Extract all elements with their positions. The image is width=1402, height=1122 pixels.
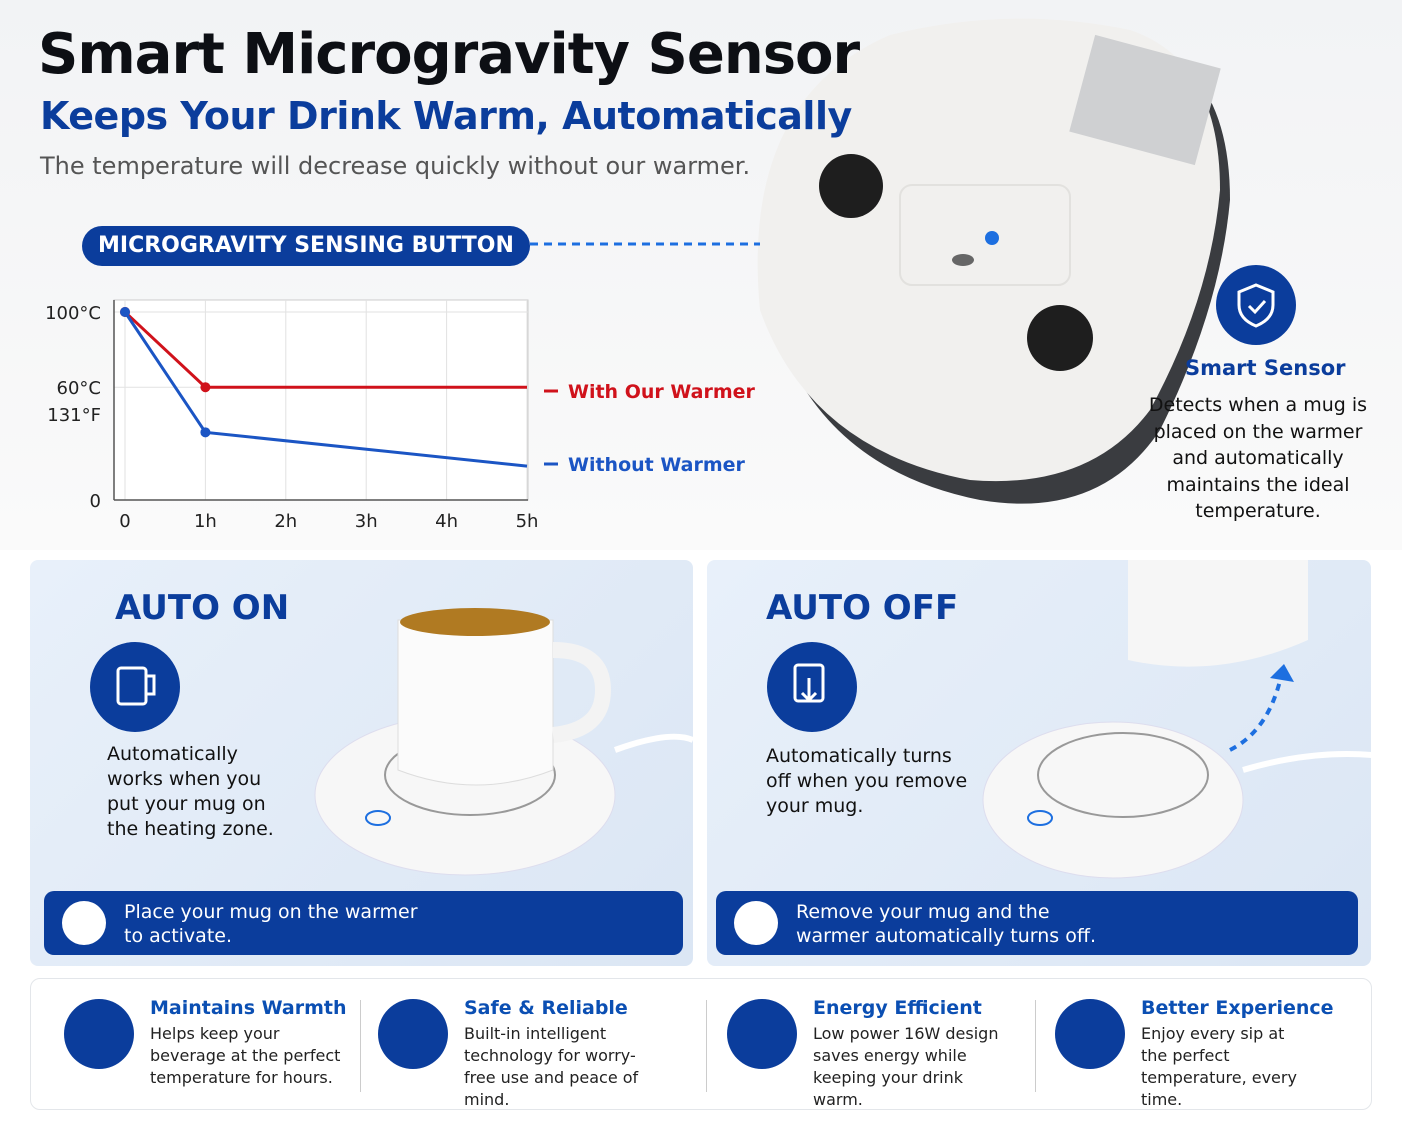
feature-text: Low power 16W design saves energy while … (813, 1024, 999, 1109)
separator (360, 1000, 361, 1092)
y-tick-label: 0 (90, 491, 101, 512)
feature-icon (1055, 999, 1125, 1069)
feature-text: Helps keep your beverage at the perfect … (150, 1024, 341, 1087)
x-tick-label: 1h (194, 511, 217, 532)
feature-icon (378, 999, 448, 1069)
auto-off-title: AUTO OFF (766, 588, 959, 628)
x-tick-label: 0 (119, 511, 130, 532)
sensor-title: Smart Sensor (1185, 356, 1346, 380)
panel-illustrations (90, 560, 1372, 879)
plot-area (113, 299, 529, 501)
auto-on-note-bar: Place your mug on the warmer to activate… (44, 891, 683, 955)
button-label: MICROGRAVITY SENSING BUTTON (82, 226, 530, 266)
feature-title: Better Experience (1141, 997, 1334, 1019)
auto-off-text: Automatically turns off when you remove … (766, 745, 968, 817)
features-box (30, 978, 1372, 1110)
x-tick-label: 3h (355, 511, 378, 532)
point-marker (200, 427, 211, 438)
title: Smart Microgravity Sensor (38, 22, 860, 87)
feature-text: Built-in intelligent technology for worr… (464, 1024, 639, 1109)
y-tick-label: 60°C (57, 378, 101, 399)
feature-title: Energy Efficient (813, 997, 982, 1019)
temperature-chart: 0 1h 2h 3h 4h 5h 0 60°C 100°C 131°F With Our Warme… (45, 242, 760, 532)
product-illustration (757, 18, 1296, 504)
feature-icon (727, 999, 797, 1069)
feature-title: Safe & Reliable (464, 997, 628, 1019)
auto-off-note-bar: Remove your mug and the warmer automatic… (716, 891, 1358, 955)
y-annotation: 131°F (47, 405, 101, 426)
y-tick-label: 100°C (45, 303, 101, 324)
legend-label: Without Warmer (568, 454, 746, 476)
auto-on-text: Automatically works when you put your mu… (107, 743, 274, 840)
x-tick-label: 2h (274, 511, 297, 532)
point-marker (120, 307, 130, 317)
feature-icon (64, 999, 134, 1069)
x-tick-label: 5h (516, 511, 539, 532)
point-marker (200, 382, 211, 393)
legend-label: With Our Warmer (568, 381, 756, 403)
auto-on-note: Place your mug on the warmer to activate… (124, 901, 418, 947)
auto-on-title: AUTO ON (115, 588, 290, 628)
tagline: The temperature will decrease quickly wi… (40, 152, 751, 180)
auto-off-note: Remove your mug and the warmer automatic… (796, 901, 1096, 947)
subtitle: Keeps Your Drink Warm, Automatically (40, 94, 852, 138)
sensor-text: Detects when a mug is placed on the warm… (1148, 394, 1368, 522)
pointer-dot (992, 230, 1002, 240)
feature-title: Maintains Warmth (150, 997, 347, 1019)
feature-text: Enjoy every sip at the perfect temperatu… (1141, 1024, 1297, 1109)
separator (1035, 1000, 1036, 1092)
x-tick-label: 4h (435, 511, 458, 532)
separator (706, 1000, 707, 1092)
